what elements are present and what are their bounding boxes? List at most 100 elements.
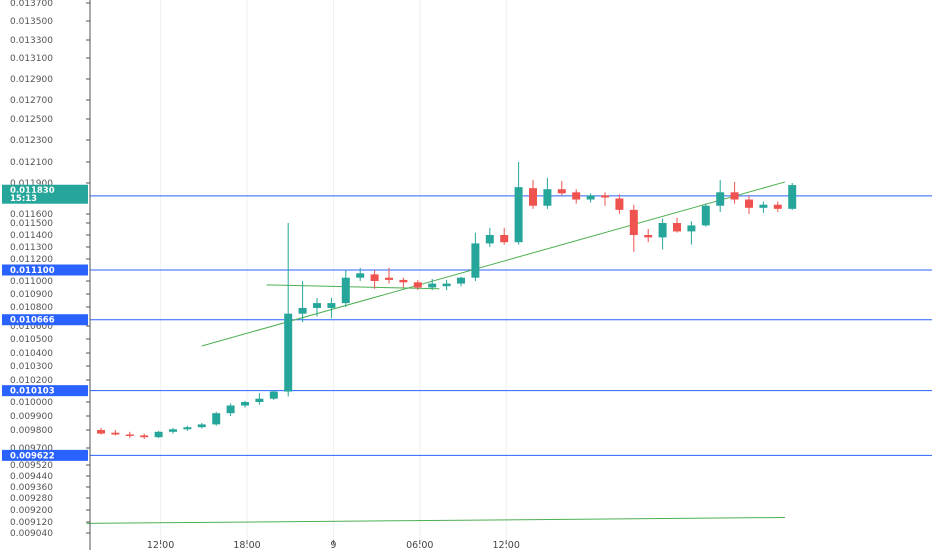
candle-body (673, 223, 681, 232)
price-tick-label: 0.013700 (10, 0, 53, 9)
candle-32[interactable] (557, 180, 566, 196)
candle-body (169, 429, 177, 432)
candle-36[interactable] (615, 194, 624, 214)
candle-body (97, 430, 105, 434)
price-tick-label: 0.010600 (10, 322, 53, 332)
candle-body (514, 187, 523, 243)
candle-body (413, 282, 422, 288)
candle-47[interactable] (773, 201, 782, 212)
candle-43[interactable] (716, 179, 725, 212)
candle-body (125, 434, 134, 436)
trendline-0[interactable] (201, 181, 786, 347)
candle-7[interactable] (197, 423, 206, 429)
level-badge-3-bg (2, 385, 88, 397)
candle-9[interactable] (226, 403, 235, 416)
price-tick-label: 0.012300 (10, 136, 53, 146)
candle-0[interactable] (97, 427, 105, 435)
price-tick-label: 0.013300 (10, 36, 53, 46)
candle-25[interactable] (457, 276, 465, 287)
candle-46[interactable] (759, 201, 768, 213)
candle-48[interactable] (788, 183, 797, 210)
candle-23[interactable] (428, 278, 437, 291)
candle-22[interactable] (413, 279, 422, 291)
candle-12[interactable] (269, 389, 278, 400)
candle-16[interactable] (327, 297, 336, 319)
candle-26[interactable] (471, 232, 480, 281)
candle-1[interactable] (111, 430, 120, 436)
level-badge-1-bg (2, 264, 88, 276)
candle-24[interactable] (442, 279, 451, 291)
candle-body (255, 398, 264, 402)
price-tick-label: 0.009200 (10, 506, 53, 516)
trendlines (86, 181, 786, 524)
candle-4[interactable] (154, 430, 163, 439)
candle-body (745, 199, 753, 208)
price-badge-text: 0.011830 (10, 186, 55, 196)
candle-20[interactable] (385, 267, 393, 284)
trendline-1[interactable] (266, 284, 440, 290)
candle-37[interactable] (629, 204, 638, 252)
candle-body (385, 277, 393, 280)
trendline-2[interactable] (86, 517, 786, 524)
price-tick-label: 0.010900 (10, 290, 53, 300)
price-tick-label: 0.011500 (10, 219, 53, 229)
level-badge-2: 0.010666 (2, 314, 88, 326)
candle-10[interactable] (241, 400, 249, 408)
price-tick-label: 0.011200 (10, 255, 53, 265)
candle-18[interactable] (356, 267, 365, 281)
candle-38[interactable] (644, 229, 653, 243)
candle-body (629, 209, 638, 235)
candle-19[interactable] (370, 270, 379, 289)
candle-41[interactable] (687, 221, 696, 245)
candle-13[interactable] (284, 223, 293, 397)
price-tick-label: 0.013100 (10, 54, 53, 64)
candle-40[interactable] (673, 217, 681, 233)
time-tick-label: 18:00 (233, 540, 260, 550)
candle-body (313, 303, 321, 308)
candle-17[interactable] (341, 270, 350, 307)
candle-29[interactable] (514, 162, 523, 245)
level-badge-4-text: 0.009622 (10, 451, 55, 461)
level-badge-1: 0.011100 (2, 264, 88, 276)
candle-5[interactable] (169, 427, 177, 434)
candle-8[interactable] (212, 411, 221, 426)
candle-body (788, 185, 797, 209)
candle-39[interactable] (658, 218, 667, 250)
candle-14[interactable] (298, 281, 307, 323)
candle-body (687, 225, 696, 232)
candles (97, 162, 797, 439)
price-tick-label: 0.010300 (10, 362, 53, 372)
price-tick-label: 0.011600 (10, 210, 53, 220)
candle-6[interactable] (183, 425, 192, 431)
candle-2[interactable] (125, 431, 134, 439)
candle-28[interactable] (500, 227, 509, 245)
candle-body (457, 277, 465, 284)
level-badge-3-text: 0.010103 (10, 387, 55, 397)
time-tick-label: 12:00 (147, 540, 174, 550)
candle-30[interactable] (529, 179, 537, 209)
price-tick-label: 0.009700 (10, 444, 53, 454)
candle-body (197, 424, 206, 428)
candle-3[interactable] (140, 433, 149, 439)
candle-33[interactable] (572, 189, 581, 204)
candle-11[interactable] (255, 393, 264, 405)
candle-34[interactable] (586, 193, 595, 203)
candle-31[interactable] (543, 177, 552, 209)
candle-body (327, 303, 336, 308)
candle-body (284, 313, 293, 392)
candle-35[interactable] (601, 192, 609, 206)
candle-27[interactable] (485, 227, 494, 247)
level-badge-1-text: 0.011100 (10, 266, 55, 276)
candle-body (485, 235, 494, 244)
candle-15[interactable] (313, 297, 321, 317)
axis-badges: 0.0117750.0111000.0106660.0101030.009622… (2, 184, 88, 461)
candle-42[interactable] (701, 203, 710, 227)
candle-45[interactable] (745, 195, 753, 214)
candle-body (586, 195, 595, 200)
candle-body (341, 277, 350, 304)
price-tick-label: 0.012700 (10, 96, 53, 106)
time-axis: 12:00 18:00 9 06:00 12:00 (147, 540, 520, 550)
candle-21[interactable] (399, 277, 408, 288)
candle-44[interactable] (730, 181, 739, 204)
